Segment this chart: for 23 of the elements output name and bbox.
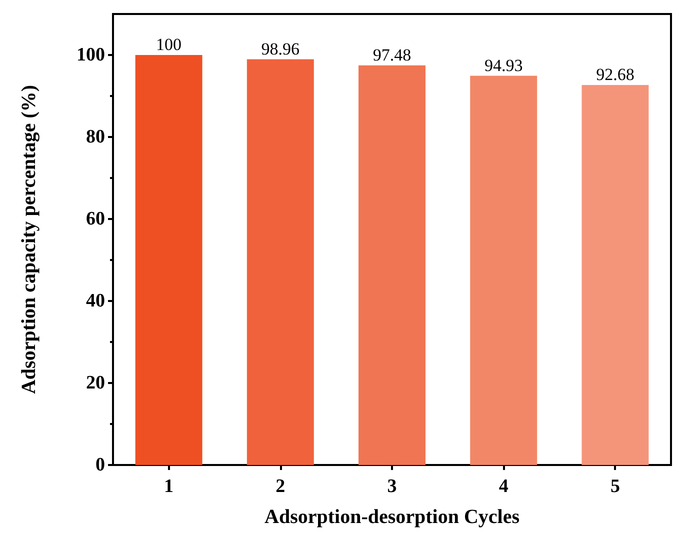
data-label: 97.48 (372, 45, 412, 64)
y-tick-label: 60 (86, 208, 105, 230)
bar (246, 59, 314, 465)
data-label: 94.93 (484, 56, 523, 75)
x-tick-label: 4 (498, 476, 509, 497)
y-tick-label: 20 (86, 372, 105, 394)
y-tick-label: 100 (76, 44, 105, 66)
x-axis-title: Adsorption-desorption Cycles (264, 506, 520, 528)
data-label: 98.96 (261, 39, 300, 58)
x-tick-label: 5 (610, 476, 620, 497)
y-tick-label: 0 (96, 454, 105, 476)
bar (135, 55, 202, 465)
data-label: 92.68 (596, 65, 634, 84)
bar (470, 76, 538, 465)
y-tick-label: 80 (86, 126, 105, 148)
x-tick-label: 1 (164, 476, 174, 497)
data-label: 100 (156, 35, 182, 54)
x-tick-label: 2 (276, 476, 286, 497)
y-axis-title: Adsorption capacity percentage (%) (18, 84, 40, 394)
bar (358, 65, 426, 465)
x-tick-label: 3 (387, 476, 397, 497)
y-tick-label: 40 (86, 290, 105, 312)
bar (582, 85, 649, 465)
